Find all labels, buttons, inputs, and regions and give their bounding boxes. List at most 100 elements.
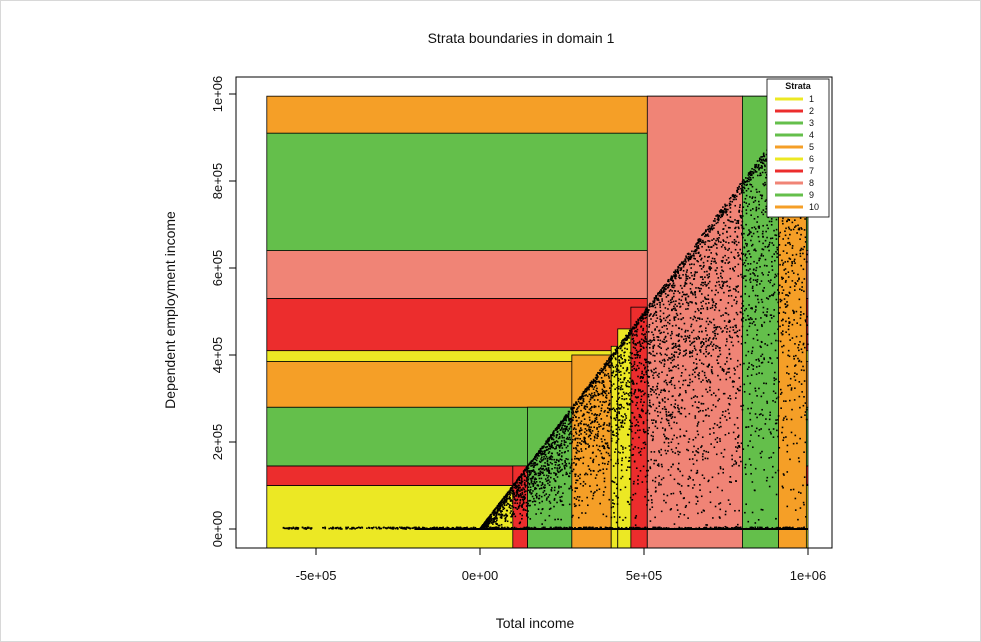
scatter-point bbox=[705, 329, 707, 332]
scatter-point bbox=[699, 265, 701, 267]
scatter-point bbox=[779, 263, 781, 266]
scatter-point bbox=[640, 338, 643, 341]
scatter-point bbox=[731, 465, 734, 467]
scatter-point bbox=[517, 507, 520, 509]
scatter-point bbox=[532, 458, 535, 461]
scatter-point bbox=[746, 180, 748, 183]
scatter-point bbox=[567, 450, 569, 452]
scatter-point bbox=[762, 183, 765, 185]
scatter-point bbox=[541, 468, 544, 470]
scatter-point bbox=[548, 508, 551, 511]
scatter-point bbox=[544, 462, 546, 464]
scatter-point bbox=[521, 504, 523, 507]
scatter-point bbox=[786, 301, 788, 303]
scatter-point bbox=[737, 188, 740, 190]
scatter-point bbox=[717, 239, 719, 241]
scatter-point bbox=[669, 381, 672, 383]
scatter-point bbox=[698, 240, 700, 243]
scatter-point bbox=[720, 214, 723, 216]
scatter-point bbox=[741, 227, 744, 229]
scatter-point bbox=[594, 436, 596, 439]
scatter-point bbox=[560, 422, 563, 425]
scatter-point bbox=[547, 452, 550, 455]
scatter-point bbox=[615, 351, 617, 354]
scatter-point bbox=[680, 328, 683, 331]
scatter-point bbox=[662, 286, 664, 289]
scatter-point bbox=[551, 442, 554, 444]
scatter-point bbox=[606, 429, 609, 432]
scatter-point bbox=[678, 267, 680, 269]
scatter-point bbox=[510, 492, 512, 494]
scatter-point bbox=[571, 458, 573, 461]
scatter-point bbox=[737, 275, 740, 277]
scatter-point bbox=[705, 302, 707, 305]
scatter-point bbox=[666, 354, 668, 357]
scatter-point bbox=[578, 416, 580, 419]
scatter-point bbox=[658, 301, 661, 304]
scatter-point bbox=[761, 167, 763, 169]
scatter-point bbox=[764, 158, 767, 161]
scatter-point bbox=[558, 485, 560, 488]
scatter-point bbox=[716, 436, 719, 439]
scatter-point bbox=[565, 417, 567, 419]
scatter-point bbox=[778, 284, 781, 287]
scatter-point bbox=[509, 512, 512, 514]
scatter-point bbox=[604, 486, 607, 489]
scatter-point bbox=[782, 217, 784, 220]
scatter-point bbox=[670, 377, 673, 380]
scatter-point bbox=[739, 258, 742, 260]
scatter-point bbox=[604, 462, 606, 465]
scatter-point bbox=[779, 393, 782, 395]
scatter-point bbox=[538, 487, 541, 490]
scatter-point bbox=[599, 372, 601, 375]
scatter-points bbox=[282, 96, 809, 530]
scatter-point bbox=[671, 451, 674, 453]
scatter-point bbox=[486, 521, 488, 524]
scatter-point bbox=[553, 435, 555, 437]
scatter-point bbox=[696, 496, 699, 499]
scatter-point bbox=[746, 250, 749, 253]
scatter-point bbox=[674, 309, 677, 311]
scatter-point bbox=[707, 407, 709, 410]
scatter-point bbox=[589, 438, 592, 440]
scatter-point bbox=[781, 286, 783, 288]
scatter-point bbox=[724, 248, 727, 250]
scatter-point bbox=[586, 403, 588, 406]
scatter-point bbox=[721, 215, 724, 218]
scatter-point bbox=[674, 342, 677, 345]
scatter-point bbox=[582, 480, 585, 483]
scatter-point bbox=[522, 508, 525, 510]
scatter-point bbox=[789, 399, 791, 402]
scatter-point bbox=[614, 419, 617, 421]
scatter-point bbox=[629, 398, 631, 401]
scatter-point bbox=[540, 512, 542, 515]
scatter-point bbox=[755, 366, 758, 368]
scatter-point bbox=[495, 517, 498, 519]
scatter-point bbox=[615, 350, 618, 353]
scatter-point bbox=[565, 414, 567, 416]
scatter-point bbox=[735, 463, 737, 465]
scatter-point bbox=[672, 492, 675, 495]
scatter-point bbox=[640, 319, 643, 322]
scatter-point bbox=[667, 445, 670, 448]
scatter-point bbox=[728, 261, 731, 263]
scatter-point bbox=[754, 324, 756, 326]
scatter-point bbox=[663, 499, 665, 502]
scatter-point bbox=[721, 367, 724, 370]
scatter-point bbox=[685, 261, 687, 263]
scatter-point bbox=[720, 245, 723, 248]
scatter-point bbox=[638, 361, 641, 364]
scatter-point bbox=[595, 416, 598, 419]
scatter-point bbox=[758, 190, 761, 193]
scatter-point bbox=[631, 425, 633, 427]
scatter-point bbox=[544, 519, 547, 522]
scatter-point bbox=[697, 421, 700, 423]
scatter-point bbox=[705, 376, 707, 379]
scatter-point bbox=[791, 270, 794, 272]
scatter-point bbox=[486, 522, 488, 524]
scatter-point bbox=[704, 230, 707, 233]
scatter-point bbox=[748, 253, 751, 255]
scatter-point bbox=[567, 415, 570, 418]
scatter-point bbox=[582, 441, 585, 443]
scatter-point bbox=[618, 428, 621, 431]
